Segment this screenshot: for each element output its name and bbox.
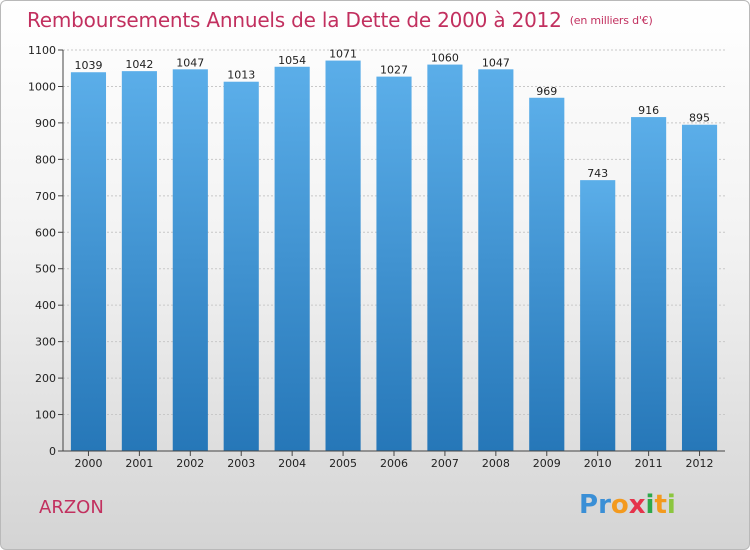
x-tick-label: 2008 (482, 457, 510, 470)
bar (580, 180, 616, 451)
logo-letter: x (628, 490, 646, 520)
y-tick-label: 800 (35, 153, 56, 166)
y-axis: 0 100 200 300 400 500 600 700 800 900 1000 1100 (28, 44, 64, 458)
bar (325, 60, 361, 452)
bar-value-label: 743 (587, 167, 608, 180)
y-tick-label: 500 (35, 263, 56, 276)
y-tick-label: 1100 (28, 44, 56, 57)
x-tick-label: 2010 (584, 457, 612, 470)
y-tick-label: 900 (35, 117, 56, 130)
bar (427, 64, 463, 451)
y-tick-label: 700 (35, 190, 56, 203)
x-tick-label: 2005 (329, 457, 357, 470)
bar-value-label: 1027 (380, 64, 408, 77)
bar (376, 76, 412, 451)
x-tick-label: 2004 (278, 457, 306, 470)
x-tick-label: 2006 (380, 457, 408, 470)
title-text: Remboursements Annuels de la Dette de 20… (27, 8, 562, 32)
bar (172, 69, 208, 451)
bar (681, 124, 718, 452)
bar-value-label: 1060 (431, 52, 459, 65)
logo-letter: t (654, 490, 667, 520)
bar-value-label: 1071 (329, 48, 357, 61)
bar-value-label: 1054 (278, 54, 306, 67)
x-tick-label: 2011 (635, 457, 663, 470)
y-tick-label: 200 (35, 372, 56, 385)
y-tick-label: 400 (35, 299, 56, 312)
logo-letter: r (598, 490, 611, 520)
bar-value-label: 1013 (227, 69, 255, 82)
bar-value-label: 1039 (74, 59, 102, 72)
logo-letter: o (610, 490, 629, 520)
city-name: ARZON (39, 497, 104, 518)
y-tick-label: 600 (35, 226, 56, 239)
bar-value-label: 916 (638, 104, 659, 117)
bar-value-label: 1047 (482, 56, 510, 69)
y-tick-label: 1000 (28, 80, 56, 93)
bar-value-label: 895 (689, 112, 710, 125)
x-tick-label: 2000 (74, 457, 102, 470)
logo-letter: i (666, 490, 676, 520)
bars: 1039 1042 1047 1013 1054 1071 1027 1060 1047 969 7… (70, 48, 718, 452)
logo-letter: P (579, 490, 599, 520)
logo-letter: i (645, 490, 655, 520)
x-axis: 2000 2001 2002 2003 2004 2005 2006 2007 2008 2009… (63, 450, 725, 470)
y-tick-label: 0 (49, 445, 56, 458)
bar-value-label: 1042 (125, 58, 153, 71)
proxiti-logo: Proxiti (579, 490, 676, 520)
bar (631, 117, 667, 452)
y-tick-label: 100 (35, 409, 56, 422)
bar (529, 97, 565, 451)
bar (70, 72, 107, 451)
x-tick-label: 2003 (227, 457, 255, 470)
bar-value-label: 1047 (176, 56, 204, 69)
bar (478, 69, 514, 451)
bar (121, 71, 157, 451)
bar (274, 66, 310, 451)
chart-title: Remboursements Annuels de la Dette de 20… (27, 8, 653, 32)
x-tick-label: 2002 (176, 457, 204, 470)
x-tick-label: 2009 (533, 457, 561, 470)
x-tick-label: 2001 (125, 457, 153, 470)
x-tick-label: 2012 (686, 457, 714, 470)
title-unit: (en milliers d'€) (569, 14, 653, 27)
x-tick-label: 2007 (431, 457, 459, 470)
bar (223, 81, 259, 451)
y-tick-label: 300 (35, 336, 56, 349)
bar-value-label: 969 (536, 85, 557, 98)
